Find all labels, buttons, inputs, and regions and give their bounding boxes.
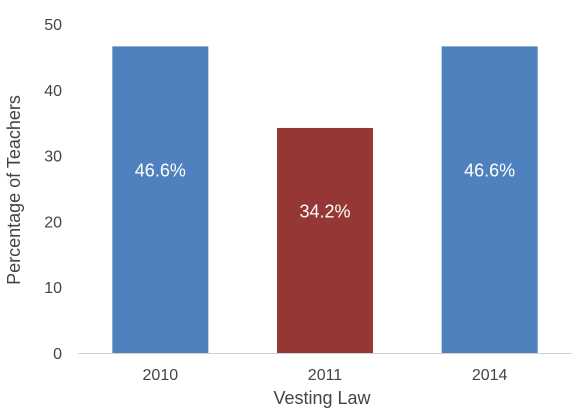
bars bbox=[112, 46, 538, 354]
data-label-2014: 46.6% bbox=[464, 161, 515, 181]
y-axis-ticks: 0 10 20 30 40 50 bbox=[44, 17, 62, 363]
x-axis-title: Vesting Law bbox=[273, 388, 371, 408]
y-tick-label: 40 bbox=[44, 83, 62, 100]
y-tick-label: 0 bbox=[53, 346, 62, 363]
bar-2011 bbox=[277, 127, 373, 354]
data-label-2011: 34.2% bbox=[299, 201, 350, 221]
y-tick-label: 30 bbox=[44, 149, 62, 166]
x-tick-label-2011: 2011 bbox=[308, 367, 343, 384]
data-labels: 46.6% 34.2% 46.6% bbox=[135, 161, 515, 222]
bar-2014 bbox=[441, 46, 538, 353]
x-axis-ticks: 2010 2011 2014 bbox=[143, 367, 508, 384]
data-label-2010: 46.6% bbox=[135, 161, 186, 181]
x-tick-label-2014: 2014 bbox=[472, 367, 508, 384]
y-tick-label: 50 bbox=[44, 17, 62, 34]
x-tick-label-2010: 2010 bbox=[143, 367, 179, 384]
y-tick-label: 10 bbox=[44, 280, 62, 297]
y-axis-title: Percentage of Teachers bbox=[4, 95, 24, 285]
y-tick-label: 20 bbox=[44, 214, 62, 231]
bar-2010 bbox=[112, 46, 209, 353]
